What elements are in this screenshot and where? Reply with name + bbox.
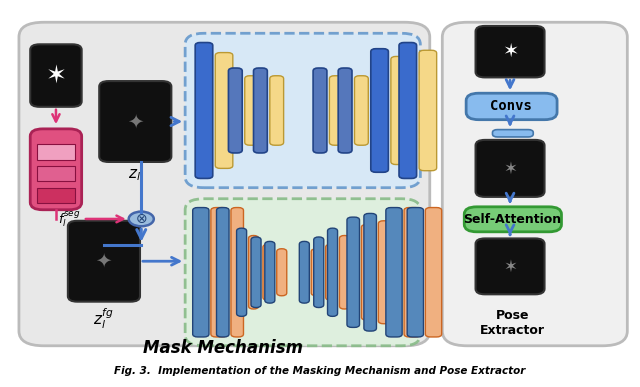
FancyBboxPatch shape [378, 221, 391, 324]
Text: Fig. 3.  Implementation of the Masking Mechanism and Pose Extractor: Fig. 3. Implementation of the Masking Me… [115, 366, 525, 376]
FancyBboxPatch shape [30, 45, 82, 107]
Bar [36, 166, 76, 182]
Text: ✦: ✦ [127, 112, 143, 131]
FancyBboxPatch shape [19, 22, 430, 346]
Text: $z_l$: $z_l$ [129, 168, 141, 183]
Text: ✶: ✶ [503, 258, 517, 276]
FancyBboxPatch shape [313, 68, 327, 153]
Text: $z_l^{fg}$: $z_l^{fg}$ [93, 307, 114, 331]
Text: ✶: ✶ [503, 159, 517, 178]
FancyBboxPatch shape [244, 76, 259, 145]
FancyBboxPatch shape [347, 217, 360, 327]
FancyBboxPatch shape [466, 93, 557, 120]
FancyBboxPatch shape [185, 33, 420, 188]
Text: Convs: Convs [490, 99, 532, 113]
FancyBboxPatch shape [314, 237, 324, 308]
Bar [36, 188, 76, 203]
FancyBboxPatch shape [464, 207, 561, 232]
Text: ✶: ✶ [45, 63, 67, 87]
FancyBboxPatch shape [231, 207, 243, 337]
FancyBboxPatch shape [326, 244, 336, 300]
FancyBboxPatch shape [99, 81, 172, 162]
Text: $f_l^{seg}$: $f_l^{seg}$ [58, 209, 81, 229]
FancyBboxPatch shape [237, 228, 246, 316]
FancyBboxPatch shape [265, 241, 275, 303]
FancyBboxPatch shape [399, 43, 417, 178]
FancyBboxPatch shape [404, 207, 420, 337]
Bar [36, 144, 76, 159]
FancyBboxPatch shape [263, 244, 273, 300]
FancyBboxPatch shape [442, 22, 627, 346]
FancyBboxPatch shape [407, 207, 424, 337]
FancyBboxPatch shape [364, 213, 376, 331]
FancyBboxPatch shape [300, 241, 309, 303]
FancyBboxPatch shape [371, 49, 388, 172]
FancyBboxPatch shape [270, 76, 284, 145]
FancyBboxPatch shape [253, 68, 268, 153]
FancyBboxPatch shape [215, 53, 233, 168]
FancyBboxPatch shape [330, 76, 343, 145]
FancyBboxPatch shape [476, 238, 545, 294]
FancyBboxPatch shape [419, 50, 436, 171]
FancyBboxPatch shape [386, 207, 402, 337]
FancyBboxPatch shape [185, 199, 420, 346]
FancyBboxPatch shape [211, 207, 227, 337]
FancyBboxPatch shape [338, 68, 352, 153]
FancyBboxPatch shape [476, 140, 545, 197]
FancyBboxPatch shape [355, 76, 368, 145]
FancyBboxPatch shape [216, 207, 229, 337]
FancyBboxPatch shape [328, 228, 337, 316]
FancyBboxPatch shape [339, 235, 349, 309]
FancyBboxPatch shape [193, 207, 209, 337]
FancyBboxPatch shape [276, 249, 287, 296]
FancyBboxPatch shape [30, 129, 82, 210]
Text: ✦: ✦ [95, 252, 112, 271]
FancyBboxPatch shape [476, 26, 545, 77]
FancyBboxPatch shape [228, 68, 242, 153]
Text: ✶: ✶ [502, 42, 518, 61]
Text: $\otimes$: $\otimes$ [135, 212, 147, 226]
FancyBboxPatch shape [311, 249, 321, 296]
Text: Self-Attention: Self-Attention [463, 213, 562, 226]
Text: Pose
Extractor: Pose Extractor [480, 309, 545, 337]
Text: Mask Mechanism: Mask Mechanism [143, 339, 303, 357]
FancyBboxPatch shape [493, 130, 533, 137]
FancyBboxPatch shape [68, 221, 140, 302]
FancyBboxPatch shape [195, 43, 212, 178]
FancyBboxPatch shape [391, 57, 408, 164]
FancyBboxPatch shape [251, 237, 261, 308]
FancyBboxPatch shape [248, 235, 259, 309]
Circle shape [129, 212, 154, 226]
FancyBboxPatch shape [362, 224, 374, 320]
FancyBboxPatch shape [426, 207, 442, 337]
